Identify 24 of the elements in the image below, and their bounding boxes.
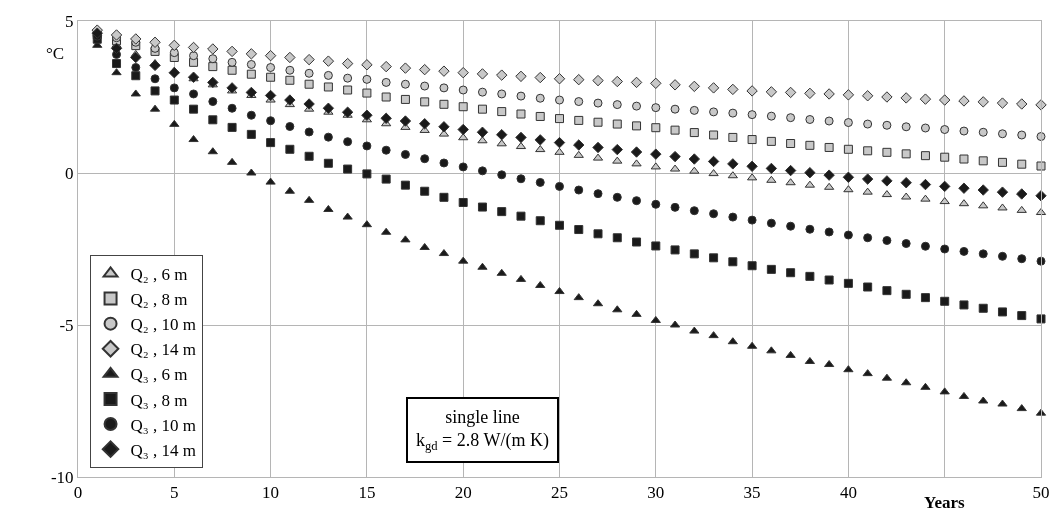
- legend-label: Q₂ , 10 m: [130, 315, 196, 335]
- annotation: single line k$_{gd}$ = 2.8 W/(m K): [416, 407, 549, 454]
- x-tick-label: 40: [839, 483, 857, 503]
- legend-label: Q₃ , 8 m: [130, 390, 188, 410]
- x-axis-title: Years: [924, 493, 965, 512]
- y-tick-label: -10: [50, 467, 74, 487]
- legend-label: Q₂ , 14 m: [130, 340, 196, 360]
- legend-label: Q₂ , 8 m: [130, 290, 188, 310]
- y-tick-label: 5: [65, 11, 74, 31]
- y-tick-label: -5: [59, 315, 74, 335]
- x-tick-label: 5: [170, 483, 179, 503]
- legend-label: Q₂ , 6 m: [130, 265, 188, 285]
- y-axis-title: °C: [46, 44, 65, 63]
- x-tick-label: 10: [262, 483, 280, 503]
- y-tick-label: 0: [65, 163, 74, 183]
- x-tick-label: 30: [647, 483, 665, 503]
- legend-label: Q₃ , 14 m: [130, 440, 196, 460]
- x-tick-label: 15: [358, 483, 376, 503]
- legend-label: Q₃ , 6 m: [130, 365, 188, 385]
- x-tick-label: 25: [551, 483, 568, 503]
- legend-label: Q₃ , 10 m: [130, 415, 196, 435]
- x-tick-label: 20: [454, 483, 472, 503]
- x-tick-label: 35: [743, 483, 761, 503]
- x-tick-label: 50: [1032, 483, 1050, 503]
